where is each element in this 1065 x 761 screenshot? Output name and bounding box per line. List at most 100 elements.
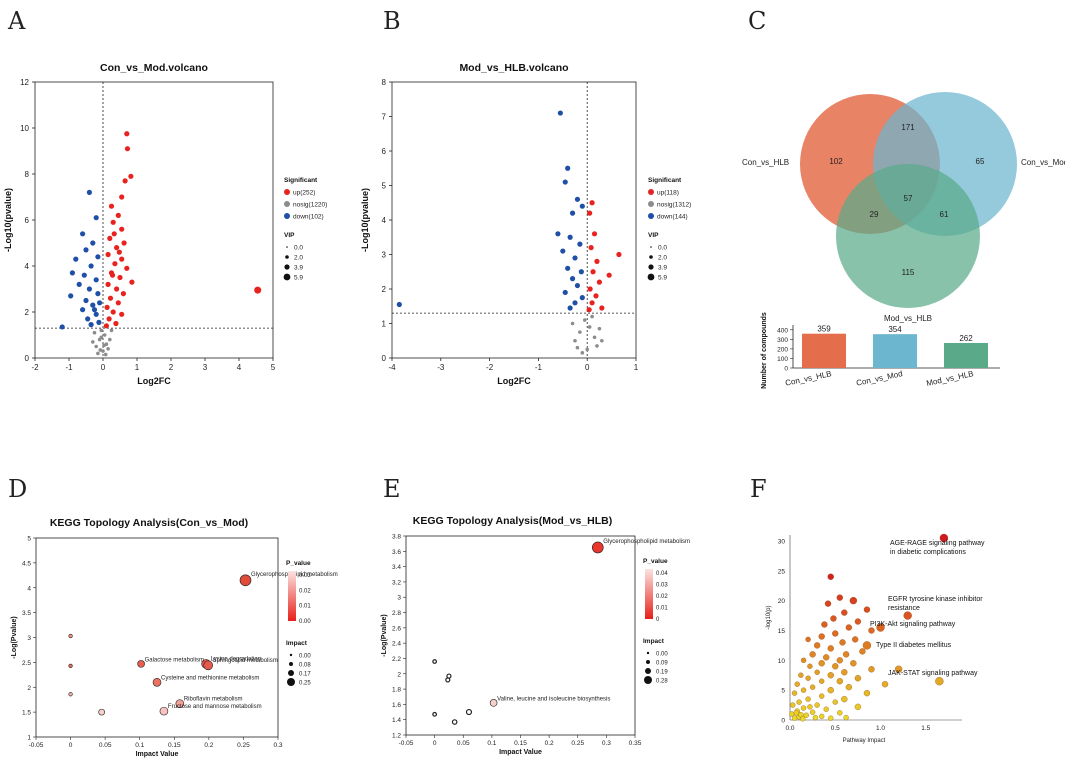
pathway-impact-point	[854, 618, 862, 625]
pathway-point	[68, 633, 73, 639]
data-point-down	[96, 319, 102, 325]
data-point-down	[97, 300, 103, 306]
pathway-impact-point	[876, 623, 885, 632]
impact-size-marker	[289, 653, 293, 657]
x-tick-label: 0	[433, 740, 437, 747]
venn-circle-mod-vs-hlb	[836, 164, 980, 308]
pathway-point	[489, 699, 498, 707]
impact-size-marker	[288, 670, 294, 676]
data-point-nosig	[592, 335, 597, 340]
y-tick-label: 6	[25, 216, 30, 225]
data-point-up	[596, 279, 603, 285]
chart-title: Con_vs_Mod.volcano	[100, 62, 208, 74]
impact-legend-title: Impact	[643, 638, 665, 645]
pathway-annotation: PI3K-Akt signaling pathway	[870, 621, 956, 628]
pathway-impact-point	[805, 675, 811, 681]
f-y-axis-label: -log10(p)	[766, 605, 772, 629]
data-point-down	[83, 247, 89, 253]
pathway-impact-point	[842, 651, 850, 658]
data-point-down	[93, 311, 99, 317]
data-point-down	[88, 322, 94, 328]
volcano-chart-con-vs-mod: Con_vs_Mod.volcano-2 -1 0 1 2 3 4 5024681012Log…	[3, 62, 327, 386]
data-point-up	[589, 200, 595, 206]
pathway-point	[152, 677, 162, 687]
y-tick-label: 3	[382, 251, 387, 260]
x-tick-label: 0.1	[135, 742, 144, 749]
vip-size-marker	[284, 264, 290, 270]
pathway-impact-point	[800, 705, 807, 711]
bar-value-label: 262	[959, 334, 973, 343]
data-point-up	[606, 272, 612, 278]
pathway-impact-point	[796, 699, 802, 705]
data-point-down	[80, 307, 86, 313]
data-point-up	[594, 258, 600, 264]
data-point-nosig	[582, 318, 587, 322]
pathway-point	[465, 708, 473, 716]
vip-size-marker	[286, 246, 288, 248]
pathway-impact-point	[862, 641, 872, 650]
data-point-down	[90, 240, 96, 246]
pathway-point	[68, 663, 73, 668]
pathway-impact-point	[881, 681, 889, 688]
p-value-tick-label: 0.04	[656, 571, 668, 577]
bar-value-label: 354	[888, 325, 902, 334]
y-tick-label: 4.5	[22, 560, 31, 567]
x-tick-label: 0.25	[237, 742, 250, 749]
pathway-impact-point	[803, 712, 809, 718]
data-point-up	[124, 265, 130, 271]
pathway-impact-point	[818, 660, 825, 667]
y-tick-label: 1	[382, 320, 387, 329]
data-point-down	[95, 254, 101, 260]
data-point-up	[107, 235, 113, 241]
data-point-down	[76, 281, 82, 287]
pathway-impact-point	[832, 630, 839, 637]
data-point-up	[591, 231, 598, 237]
y-tick-label: 1.2	[392, 733, 401, 740]
pathway-impact-point	[828, 715, 834, 721]
pathway-impact-point	[827, 573, 834, 580]
data-point-down	[579, 203, 585, 209]
data-point-up	[114, 245, 120, 251]
y-tick-label: 5	[27, 536, 31, 543]
y-tick-label: 8	[382, 78, 387, 87]
pathway-impact-point	[809, 709, 816, 715]
x-tick-label: 0.05	[457, 740, 470, 747]
pathway-annotation: AGE-RAGE signaling pathway	[890, 540, 985, 547]
data-point-down	[93, 215, 99, 221]
x-axis-label: Log2FC	[137, 376, 171, 386]
x-tick-label: -2	[31, 363, 39, 372]
pathway-point	[68, 692, 73, 697]
x-axis-label: Impact Value	[136, 751, 179, 758]
y-tick-label: 1.8	[392, 687, 401, 694]
data-point-down	[83, 297, 89, 304]
vip-size-marker	[648, 264, 654, 270]
data-point-down	[572, 300, 578, 306]
pathway-impact-point	[823, 654, 830, 661]
x-tick-label: 0.25	[571, 740, 584, 747]
bar-y-tick-label: 0	[784, 366, 788, 373]
data-point-nosig	[102, 333, 107, 337]
x-tick-label: 0.2	[545, 740, 554, 747]
data-point-up	[588, 245, 594, 251]
f-x-tick-label: 1.5	[921, 725, 930, 732]
data-point-down	[73, 256, 79, 262]
pathway-impact-point	[819, 678, 825, 684]
bar	[944, 342, 988, 368]
data-point-up	[586, 307, 592, 313]
pathway-impact-point	[794, 681, 800, 687]
vip-size-label: 3.9	[294, 265, 303, 272]
pathway-label: Riboflavin metabolism	[184, 697, 243, 703]
pathway-impact-point	[790, 702, 796, 708]
data-point-up	[108, 203, 115, 209]
y-tick-label: 4	[25, 262, 30, 271]
pathway-label: Valine, leucine and isoleucine biosynthe…	[497, 696, 610, 702]
y-tick-label: 0	[382, 354, 387, 363]
pathway-impact-point	[812, 714, 818, 721]
vip-size-label: 5.9	[658, 275, 667, 282]
f-y-tick-label: 0	[781, 718, 785, 725]
pathway-impact-point	[814, 702, 820, 708]
pathway-point	[591, 541, 604, 554]
pathway-impact-point	[843, 714, 849, 721]
data-point-up	[587, 286, 593, 292]
f-x-axis-label: Pathway Impact	[843, 738, 886, 744]
